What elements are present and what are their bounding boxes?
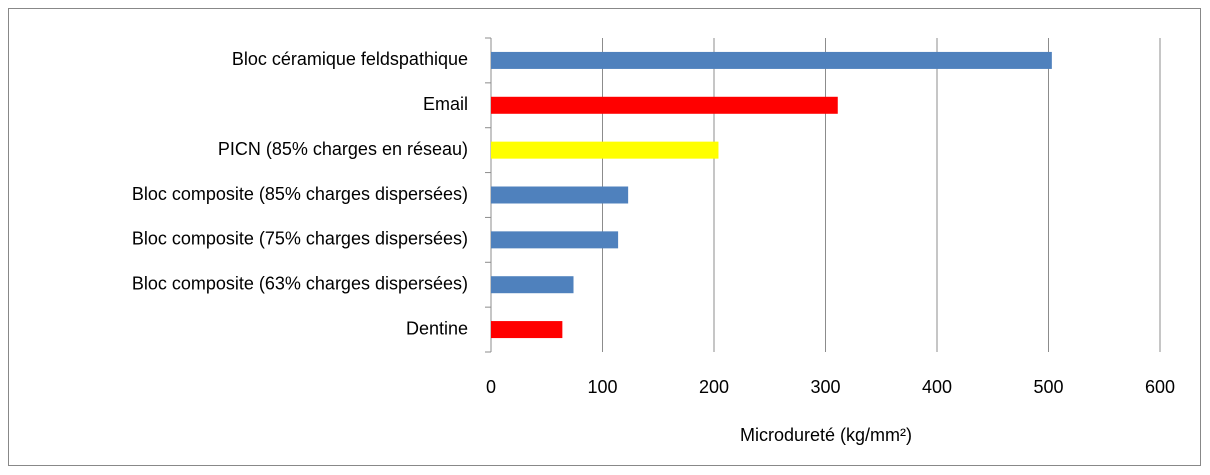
y-tick-label: Bloc composite (75% charges dispersées) xyxy=(132,229,468,249)
bar xyxy=(491,276,574,294)
x-axis-title: Microdureté (kg/mm²) xyxy=(740,425,912,445)
y-tick-label: PICN (85% charges en réseau) xyxy=(218,139,468,159)
x-tick-label: 0 xyxy=(486,377,496,397)
y-tick-label: Bloc composite (63% charges dispersées) xyxy=(132,273,468,293)
bar xyxy=(491,96,838,114)
bar xyxy=(491,186,629,204)
bar xyxy=(491,141,719,159)
y-tick-label: Dentine xyxy=(406,318,468,338)
x-tick-label: 500 xyxy=(1033,377,1063,397)
x-tick-label: 600 xyxy=(1145,377,1175,397)
x-tick-label: 300 xyxy=(810,377,840,397)
x-tick-label: 100 xyxy=(587,377,617,397)
x-tick-label: 400 xyxy=(922,377,952,397)
x-tick-label: 200 xyxy=(699,377,729,397)
bar xyxy=(491,321,563,339)
bar xyxy=(491,231,619,249)
y-tick-label: Email xyxy=(423,94,468,114)
bar xyxy=(491,51,1052,69)
y-tick-label: Bloc composite (85% charges dispersées) xyxy=(132,184,468,204)
y-tick-label: Bloc céramique feldspathique xyxy=(232,49,468,69)
